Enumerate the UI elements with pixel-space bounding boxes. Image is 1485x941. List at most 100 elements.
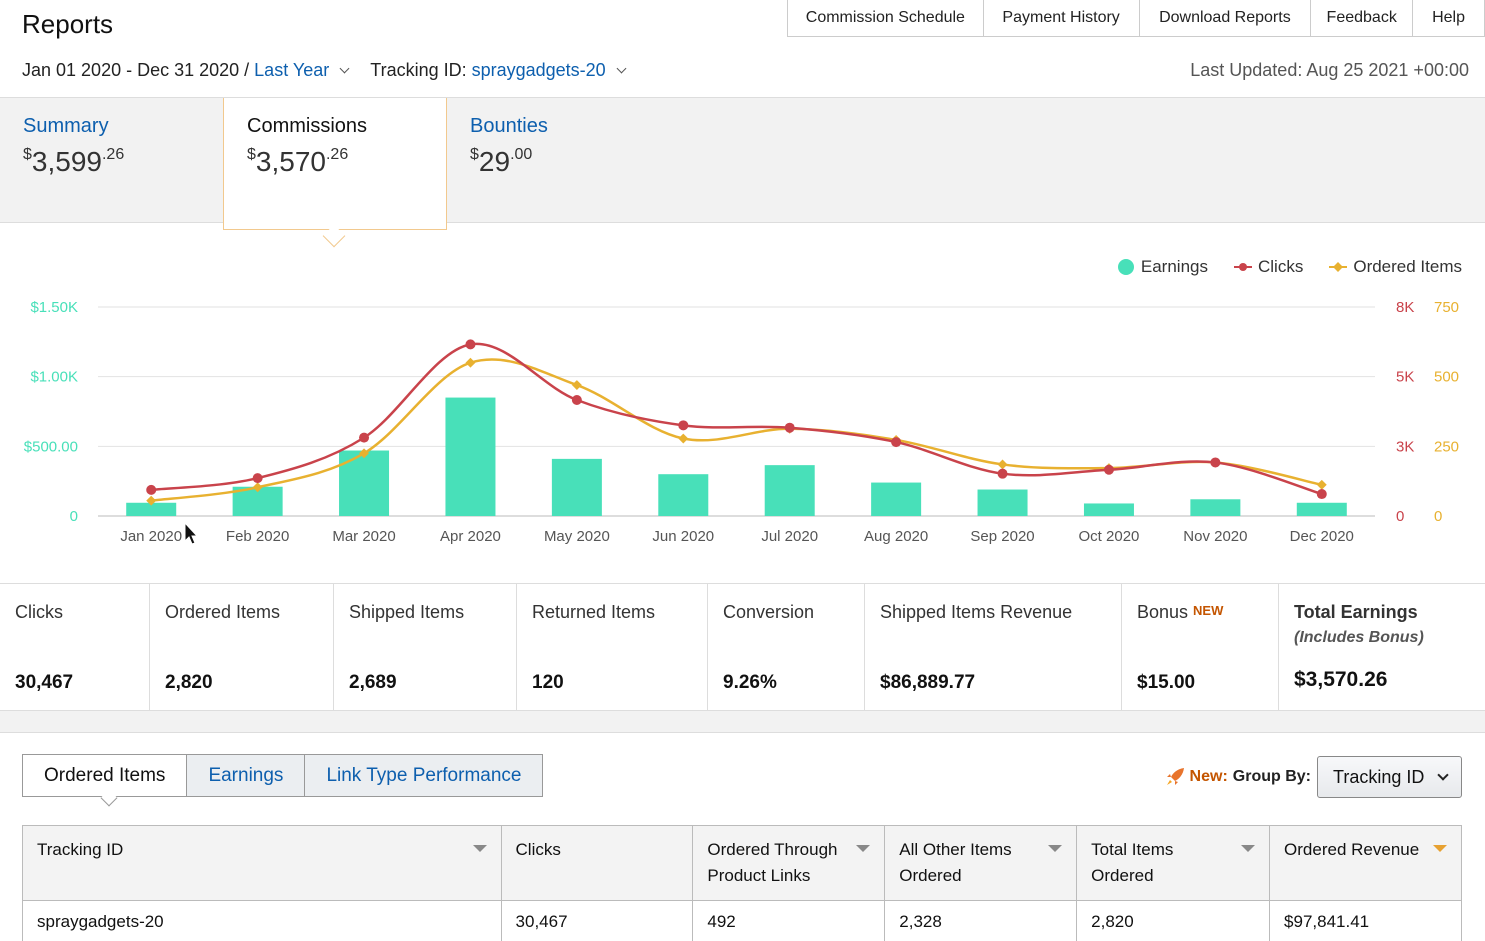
tracking-id-link[interactable]: spraygadgets-20	[22, 900, 502, 941]
clicks-point	[1316, 489, 1327, 500]
commission-schedule-button[interactable]: Commission Schedule	[788, 0, 984, 36]
download-reports-button[interactable]: Download Reports	[1139, 0, 1312, 36]
chevron-down-icon[interactable]	[616, 63, 627, 74]
chart-legend: Earnings Clicks Ordered Items	[1091, 257, 1462, 277]
new-badge: NEW	[1193, 603, 1224, 618]
tab-earnings[interactable]: Earnings	[187, 754, 306, 797]
column-header-all-other-items[interactable]: All Other Items Ordered	[884, 825, 1078, 901]
mouse-cursor-icon	[184, 521, 199, 545]
earnings-bar	[1190, 499, 1241, 516]
ordered-items-point	[465, 357, 476, 368]
column-header-total-items[interactable]: Total Items Ordered	[1076, 825, 1271, 901]
legend-clicks[interactable]: Clicks	[1234, 257, 1303, 277]
clicks-point	[997, 468, 1008, 479]
ordered-items-point	[359, 448, 369, 459]
rocket-icon	[1166, 768, 1184, 785]
ordered-items-point	[1316, 479, 1327, 490]
date-range-text: Jan 01 2020 - Dec 31 2020 /	[22, 60, 255, 80]
bounties-amount: $29.00	[470, 146, 533, 177]
x-axis-tick: May 2020	[544, 528, 610, 545]
stat-ordered-items: Ordered Items 2,820	[150, 584, 334, 710]
sort-arrow-icon[interactable]	[1241, 845, 1256, 852]
help-button[interactable]: Help	[1413, 0, 1485, 36]
stats-row: Clicks 30,467 Ordered Items 2,820 Shipped …	[0, 583, 1485, 711]
right-axis-clicks-tick: 8K	[1396, 299, 1414, 316]
commissions-amount: $3,570.26	[247, 146, 349, 177]
feedback-button[interactable]: Feedback	[1311, 0, 1414, 36]
column-header-ordered-revenue[interactable]: Ordered Revenue	[1269, 825, 1462, 901]
ordered-items-point	[146, 495, 157, 506]
right-axis-clicks-tick: 0	[1396, 508, 1404, 525]
column-header-ordered-through-links[interactable]: Ordered Through Product Links	[692, 825, 886, 901]
last-updated: Last Updated: Aug 25 2021 +00:00	[1190, 60, 1469, 80]
table-cell: 492	[692, 900, 886, 941]
right-axis-clicks-tick: 5K	[1396, 369, 1414, 386]
earnings-chart: 0 $500.00 $1.00K $1.50K 0 3K 5K 8K 0 250 500 750 Jan…	[24, 299, 1459, 545]
tab-summary[interactable]: Summary $3,599.26	[0, 98, 223, 223]
clicks-series-line	[151, 342, 1323, 496]
stat-clicks: Clicks 30,467	[0, 584, 150, 710]
stat-total-earnings: Total Earnings (Includes Bonus) $3,570.2…	[1294, 602, 1424, 691]
earnings-bar	[551, 458, 602, 516]
right-axis-clicks-tick: 3K	[1396, 438, 1414, 455]
clicks-point	[1103, 464, 1114, 475]
clicks-point	[1210, 457, 1221, 468]
legend-ordered-items[interactable]: Ordered Items	[1329, 257, 1462, 277]
table-cell: 30,467	[500, 900, 694, 941]
sort-arrow-active-icon[interactable]	[1433, 845, 1447, 852]
legend-earnings[interactable]: Earnings	[1117, 257, 1208, 277]
ordered-items-series-line	[151, 358, 1323, 502]
group-by-label: Group By:	[1232, 768, 1311, 785]
report-table: Tracking ID Clicks Ordered Through Produ…	[22, 825, 1462, 941]
tracking-id-dropdown[interactable]: spraygadgets-20	[471, 60, 606, 80]
earnings-bar	[126, 502, 177, 516]
earnings-dot-icon	[1117, 259, 1134, 275]
column-header-tracking-id[interactable]: Tracking ID	[22, 825, 502, 901]
payment-history-button[interactable]: Payment History	[983, 0, 1140, 36]
left-axis-tick: $1.50K	[30, 299, 78, 316]
earnings-bar	[977, 489, 1028, 516]
x-axis-tick: Jan 2020	[120, 528, 182, 545]
ordered-items-point	[997, 459, 1008, 470]
tab-summary-label[interactable]: Summary	[23, 115, 109, 137]
tracking-id-label: Tracking ID:	[370, 60, 472, 80]
summary-amount: $3,599.26	[23, 146, 125, 177]
left-axis-tick: $500.00	[24, 438, 78, 455]
table-row: spraygadgets-20 30,467 492 2,328 2,820 $…	[22, 900, 1462, 941]
new-label: New:	[1189, 768, 1228, 785]
earnings-bar	[764, 465, 815, 516]
tab-bounties[interactable]: Bounties $29.00	[447, 98, 671, 223]
right-axis-ordered-tick: 0	[1434, 508, 1442, 525]
tab-ordered-items[interactable]: Ordered Items	[22, 754, 188, 797]
x-axis-tick: Jun 2020	[652, 528, 714, 545]
earnings-bar	[871, 482, 922, 516]
clicks-point	[571, 395, 582, 406]
tab-commissions[interactable]: Commissions $3,570.26	[223, 98, 447, 230]
period-dropdown[interactable]: Last Year	[254, 60, 330, 80]
tab-bounties-label[interactable]: Bounties	[470, 115, 548, 137]
stat-shipped-revenue: Shipped Items Revenue $86,889.77	[865, 584, 1122, 710]
table-cell: 2,328	[884, 900, 1078, 941]
sort-arrow-icon[interactable]	[1048, 845, 1063, 852]
group-by-select[interactable]: Tracking ID	[1317, 756, 1462, 798]
sort-arrow-icon[interactable]	[472, 845, 487, 852]
x-axis-tick: Dec 2020	[1290, 528, 1354, 545]
ordered-items-point	[571, 380, 582, 390]
x-axis-tick: Mar 2020	[332, 528, 395, 545]
clicks-point	[784, 422, 795, 433]
right-axis-ordered-tick: 250	[1434, 438, 1459, 455]
sort-arrow-icon[interactable]	[856, 845, 871, 852]
column-header-clicks[interactable]: Clicks	[500, 825, 694, 901]
x-axis-tick: Apr 2020	[440, 528, 501, 545]
chevron-down-icon	[1437, 769, 1449, 781]
earnings-bar	[1296, 502, 1347, 516]
earnings-bar	[445, 397, 496, 516]
left-axis-tick: 0	[70, 508, 78, 525]
x-axis-tick: Feb 2020	[226, 528, 289, 545]
x-axis-tick: Nov 2020	[1183, 528, 1247, 545]
right-axis-ordered-tick: 750	[1434, 299, 1459, 316]
group-by-control: New: Group By: Tracking ID	[1164, 756, 1462, 798]
chevron-down-icon[interactable]	[339, 63, 350, 74]
x-axis-tick: Jul 2020	[761, 528, 818, 545]
tab-link-type-performance[interactable]: Link Type Performance	[305, 754, 544, 797]
